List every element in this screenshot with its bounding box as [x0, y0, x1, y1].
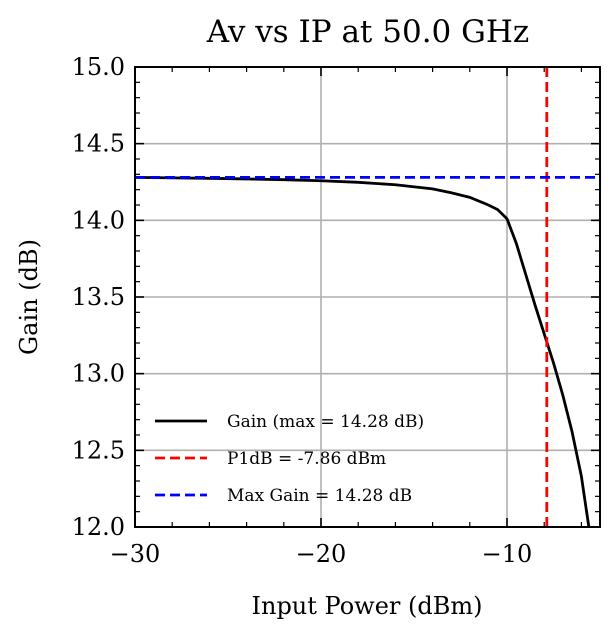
legend-label: P1dB = -7.86 dBm — [227, 449, 386, 469]
legend-label: Max Gain = 14.28 dB — [227, 486, 412, 506]
y-tick-label: 12.5 — [72, 436, 125, 464]
x-axis-label: Input Power (dBm) — [252, 592, 483, 620]
y-tick-label: 13.0 — [72, 360, 125, 388]
y-tick-label: 14.0 — [72, 206, 125, 234]
legend: Gain (max = 14.28 dB) P1dB = -7.86 dBm Max… — [155, 412, 424, 506]
x-tick-label: −10 — [482, 540, 533, 568]
gain-curve — [135, 176, 591, 527]
tick-labels: −30 −20 −10 12.0 12.5 13.0 13.5 14.0 14.5 15.0 — [72, 53, 533, 568]
grid — [135, 67, 600, 527]
y-tick-label: 15.0 — [72, 53, 125, 81]
x-tick-label: −20 — [296, 540, 347, 568]
y-tick-label: 13.5 — [72, 283, 125, 311]
y-tick-label: 14.5 — [72, 130, 125, 158]
plot-frame — [134, 66, 601, 528]
x-tick-label: −30 — [110, 540, 161, 568]
y-tick-label: 12.0 — [72, 513, 125, 541]
chart-title: Av vs IP at 50.0 GHz — [206, 14, 530, 50]
legend-label: Gain (max = 14.28 dB) — [227, 412, 424, 432]
y-axis-label: Gain (dB) — [15, 239, 43, 355]
plot-lines — [135, 67, 600, 527]
